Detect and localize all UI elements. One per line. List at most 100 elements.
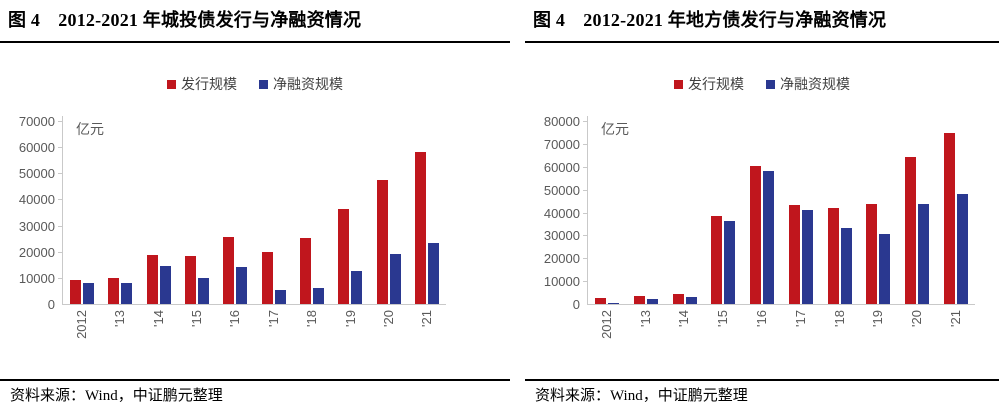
y-tick-mark (58, 121, 62, 122)
legend: 发行规模 净融资规模 (0, 74, 510, 94)
y-tick-mark (58, 173, 62, 175)
bar-group (588, 298, 627, 304)
title-divider (0, 41, 510, 43)
bar-group (178, 256, 216, 304)
y-tick-label: 10000 (543, 274, 580, 290)
bar-chart: 0 10000 20000 30000 40000 50000 60000 70000 亿元 (0, 114, 446, 312)
x-label-cell: '14 (665, 305, 704, 363)
x-label-cell: '13 (626, 305, 665, 363)
footer-divider (525, 379, 999, 381)
bar (223, 236, 235, 304)
bar (672, 294, 684, 304)
x-axis-label: '15 (188, 310, 204, 327)
bar (608, 302, 620, 304)
y-tick-label: 60000 (543, 159, 580, 175)
x-label-cell: 2012 (62, 305, 100, 363)
plot-area: 亿元 (583, 116, 975, 305)
x-label-cell: 2012 (587, 305, 626, 363)
y-tick-mark (583, 189, 587, 191)
y-axis-unit-label: 亿元 (76, 121, 104, 137)
bar (711, 215, 723, 304)
y-tick-label: 70000 (18, 114, 55, 129)
bar (827, 208, 839, 304)
x-label-cell: '20 (369, 305, 407, 363)
x-axis-label: '19 (870, 310, 886, 327)
y-tick-label: 40000 (543, 205, 580, 221)
bar-group (101, 278, 139, 304)
figure-right-local-gov-bonds: 图 4 2012-2021 年地方债发行与净融资情况 发行规模 净融资规模 0 1… (525, 0, 999, 415)
x-label-cell: '18 (292, 305, 330, 363)
bar (312, 288, 324, 304)
x-axis-label: '16 (227, 310, 243, 327)
y-tick-mark (583, 143, 587, 145)
legend-item-net-financing: 净融资规模 (259, 74, 343, 94)
x-axis-label: '20 (909, 310, 925, 327)
legend-swatch-blue-icon (766, 79, 775, 89)
x-axis-label: '13 (112, 310, 128, 327)
x-axis-label: 2012 (598, 310, 614, 339)
x-axis-label: '15 (715, 310, 731, 327)
x-label-cell: '13 (100, 305, 138, 363)
bar (904, 156, 916, 304)
y-axis: 0 10000 20000 30000 40000 50000 60000 70000 (0, 114, 62, 312)
bar-group (936, 132, 975, 304)
bar (917, 204, 929, 304)
x-axis-label: '18 (304, 310, 320, 327)
y-axis-unit-label: 亿元 (601, 121, 629, 137)
x-axis-label: '14 (676, 310, 692, 327)
x-axis-label: '21 (419, 310, 435, 327)
legend-swatch-blue-icon (259, 79, 268, 89)
y-tick-mark (58, 225, 62, 227)
bar (299, 238, 311, 304)
x-axis-labels: 2012 '13 '14 '15 '16 '17 '18 '19 '20 '21 (62, 305, 446, 363)
bar-group (898, 156, 937, 304)
bar (427, 242, 439, 304)
legend-item-net-financing: 净融资规模 (766, 74, 850, 94)
x-label-cell: '15 (703, 305, 742, 363)
source-note: 资料来源：Wind，中证鹏元整理 (10, 388, 223, 404)
bar (414, 151, 426, 304)
figure-title: 图 4 2012-2021 年城投债发行与净融资情况 (8, 10, 362, 30)
bar (763, 170, 775, 304)
x-axis-label: 2012 (73, 310, 89, 339)
x-axis-label: '13 (637, 310, 653, 327)
y-tick-label: 10000 (18, 270, 55, 286)
bar (634, 295, 646, 304)
bar-group (627, 295, 666, 304)
y-tick-label: 80000 (543, 114, 580, 129)
y-tick-label: 0 (572, 297, 580, 312)
bar (121, 283, 133, 304)
x-label-cell: '20 (897, 305, 936, 363)
bar-series (588, 116, 975, 304)
y-tick-mark (58, 147, 62, 149)
bar (685, 297, 697, 304)
bar-group (408, 151, 446, 304)
x-axis-labels: 2012 '13 '14 '15 '16 '17 '18 '19 '20 '21 (587, 305, 975, 363)
y-tick-mark (583, 281, 587, 283)
bar (70, 280, 82, 304)
y-tick-label: 70000 (543, 136, 580, 152)
legend-label: 净融资规模 (780, 76, 850, 92)
bar (724, 220, 736, 304)
y-tick-mark (58, 251, 62, 253)
x-label-cell: '18 (820, 305, 859, 363)
x-axis-label: '17 (792, 310, 808, 327)
bar (351, 270, 363, 304)
bar (956, 193, 968, 304)
x-axis-label: '20 (380, 310, 396, 327)
x-axis-label: '21 (948, 310, 964, 327)
bar (840, 227, 852, 304)
y-tick-label: 20000 (543, 251, 580, 267)
x-label-cell: '14 (139, 305, 177, 363)
plot-area: 亿元 (58, 116, 446, 305)
bar-group (782, 204, 821, 304)
bar (788, 204, 800, 304)
bar (261, 251, 273, 304)
bar (943, 132, 955, 304)
bar (146, 254, 158, 304)
bar-series (63, 116, 446, 304)
legend-label: 发行规模 (181, 76, 237, 92)
y-tick-mark (58, 199, 62, 201)
footer-divider (0, 379, 510, 381)
bar (376, 180, 388, 304)
